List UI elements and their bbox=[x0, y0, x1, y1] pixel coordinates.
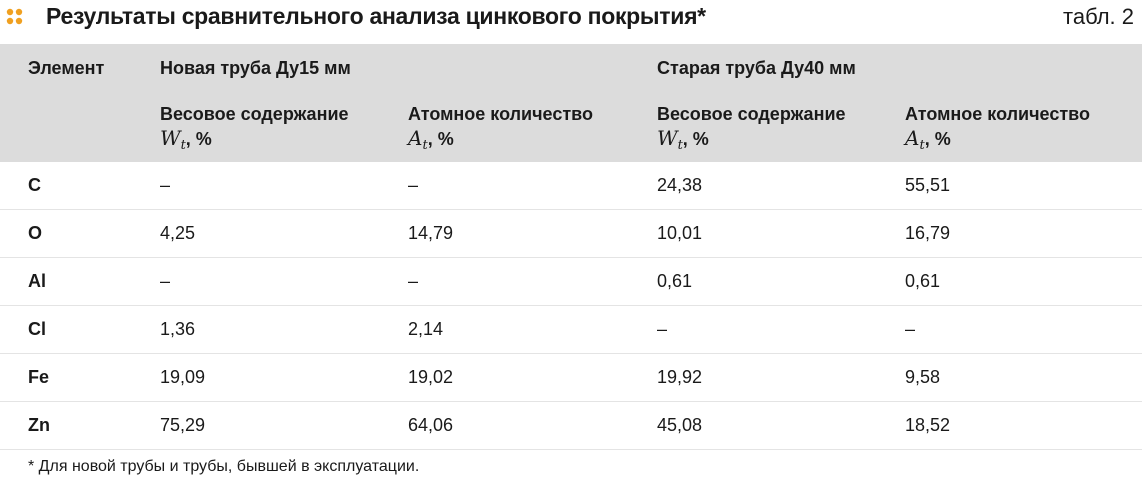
unit-subscript: t bbox=[919, 138, 925, 153]
value-cell: 24,38 bbox=[657, 175, 703, 195]
value-cell: – bbox=[408, 175, 419, 195]
unit-symbol: Wt bbox=[160, 126, 186, 153]
group-header: Старая труба Ду40 мм bbox=[657, 58, 856, 78]
value-cell: 14,79 bbox=[408, 223, 454, 243]
value-cell: – bbox=[408, 271, 419, 291]
subheader-label: Атомное количество bbox=[905, 104, 1090, 124]
value-cell: 18,52 bbox=[905, 415, 951, 435]
subheader-label: Весовое содержание bbox=[160, 104, 349, 124]
footnote: * Для новой трубы и трубы, бывшей в эксп… bbox=[28, 458, 420, 475]
element-cell: Cl bbox=[28, 319, 46, 339]
value-cell: 19,92 bbox=[657, 367, 703, 387]
value-cell: 1,36 bbox=[160, 319, 196, 339]
value-cell: 0,61 bbox=[657, 271, 693, 291]
element-cell: C bbox=[28, 175, 41, 195]
element-cell: O bbox=[28, 223, 43, 243]
unit-suffix: , % bbox=[427, 129, 454, 149]
value-cell: 0,61 bbox=[905, 271, 941, 291]
subheader: Весовое содержание Wt, % bbox=[160, 102, 349, 158]
subheader: Весовое содержание Wt, % bbox=[657, 102, 846, 158]
subheader-unit: At, % bbox=[408, 126, 593, 158]
value-cell: – bbox=[160, 271, 171, 291]
table-title: Результаты сравнительного анализа цинков… bbox=[46, 3, 706, 29]
subheader: Атомное количество At, % bbox=[408, 102, 593, 158]
title-icon bbox=[6, 8, 23, 25]
value-cell: 10,01 bbox=[657, 223, 703, 243]
unit-suffix: , % bbox=[682, 129, 709, 149]
table-row: Cl 1,36 2,14 – – bbox=[0, 306, 1142, 354]
subheader: Атомное количество At, % bbox=[905, 102, 1090, 158]
group-header: Новая труба Ду15 мм bbox=[160, 58, 351, 78]
value-cell: 64,06 bbox=[408, 415, 454, 435]
unit-subscript: t bbox=[677, 138, 683, 153]
value-cell: 45,08 bbox=[657, 415, 703, 435]
value-cell: 16,79 bbox=[905, 223, 951, 243]
value-cell: – bbox=[657, 319, 668, 339]
table-row: Fe 19,09 19,02 19,92 9,58 bbox=[0, 354, 1142, 402]
unit-symbol: Wt bbox=[657, 126, 683, 153]
unit-suffix: , % bbox=[924, 129, 951, 149]
subheader-label: Атомное количество bbox=[408, 104, 593, 124]
value-cell: – bbox=[905, 319, 916, 339]
table-number: табл. 2 bbox=[1063, 4, 1134, 29]
value-cell: 19,02 bbox=[408, 367, 454, 387]
unit-subscript: t bbox=[180, 138, 186, 153]
subheader-label: Весовое содержание bbox=[657, 104, 846, 124]
value-cell: 55,51 bbox=[905, 175, 951, 195]
unit-subscript: t bbox=[422, 138, 428, 153]
element-cell: Zn bbox=[28, 415, 50, 435]
unit-symbol: At bbox=[408, 126, 428, 153]
table-header-bg bbox=[0, 44, 1142, 162]
value-cell: 75,29 bbox=[160, 415, 206, 435]
value-cell: – bbox=[160, 175, 171, 195]
value-cell: 19,09 bbox=[160, 367, 206, 387]
unit-symbol: At bbox=[905, 126, 925, 153]
unit-suffix: , % bbox=[185, 129, 212, 149]
value-cell: 2,14 bbox=[408, 319, 444, 339]
subheader-unit: At, % bbox=[905, 126, 1090, 158]
element-cell: Al bbox=[28, 271, 46, 291]
element-header: Элемент bbox=[28, 58, 105, 78]
subheader-unit: Wt, % bbox=[160, 126, 349, 158]
table-row: C – – 24,38 55,51 bbox=[0, 162, 1142, 210]
table-row: O 4,25 14,79 10,01 16,79 bbox=[0, 210, 1142, 258]
table-row: Zn 75,29 64,06 45,08 18,52 bbox=[0, 402, 1142, 450]
table-row: Al – – 0,61 0,61 bbox=[0, 258, 1142, 306]
value-cell: 4,25 bbox=[160, 223, 196, 243]
value-cell: 9,58 bbox=[905, 367, 941, 387]
subheader-unit: Wt, % bbox=[657, 126, 846, 158]
element-cell: Fe bbox=[28, 367, 50, 387]
